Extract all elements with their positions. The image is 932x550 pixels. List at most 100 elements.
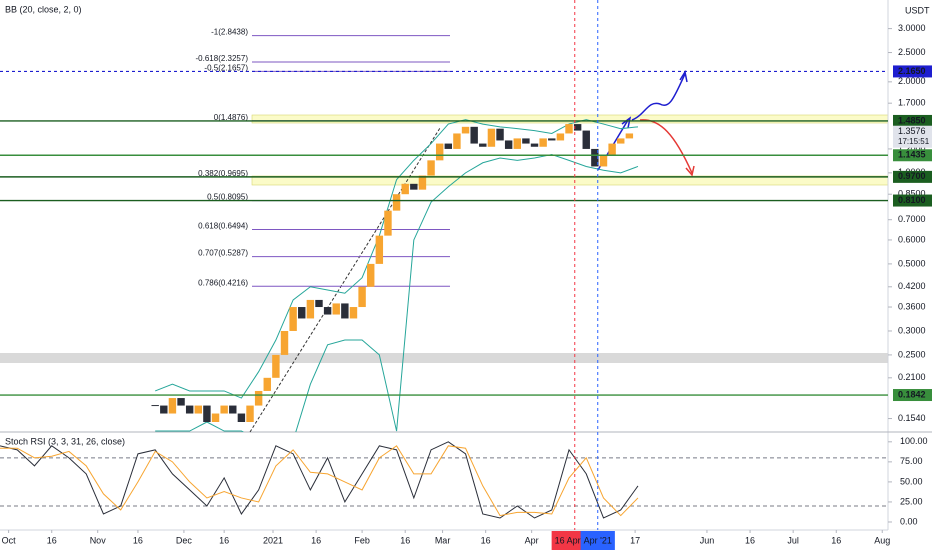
candle: [246, 405, 254, 422]
fib-label: 0.707(0.5287): [198, 249, 248, 258]
y-tick-label: 100.00: [900, 436, 928, 446]
candle: [229, 405, 237, 414]
y-tick-label: 0.3600: [898, 301, 926, 311]
y-tick-label: 2.5000: [898, 47, 926, 57]
candle: [220, 405, 228, 414]
x-tick-label: 16: [219, 535, 229, 545]
candle: [582, 130, 590, 149]
y-tick-label: 0.8500: [898, 189, 926, 199]
arrowhead: [621, 116, 632, 129]
candle: [185, 405, 194, 414]
current-price: 1.3576: [898, 126, 926, 136]
candle: [444, 143, 453, 149]
candle: [349, 307, 358, 319]
candle: [522, 138, 530, 144]
x-tick-label: 16: [400, 535, 410, 545]
fib-label: 0.382(0.9695): [198, 169, 248, 178]
y-tick-label: 0.5000: [898, 258, 926, 268]
candle: [298, 307, 306, 319]
candle: [435, 143, 444, 161]
fib-label: -0.5(2.1657): [204, 64, 248, 73]
price-level-box: [893, 170, 932, 183]
candle: [453, 133, 461, 149]
candle: [272, 354, 280, 378]
x-tick-label: Jul: [787, 535, 799, 545]
y-tick-label: 50.00: [900, 476, 923, 486]
x-tick-label: Oct: [2, 535, 17, 545]
y-tick-label: 2.0000: [898, 76, 926, 86]
candle: [384, 210, 392, 236]
candle: [280, 330, 289, 355]
candle: [211, 413, 220, 422]
candle: [401, 183, 409, 195]
x-tick-label: 16: [481, 535, 491, 545]
fib-label: 0.618(0.6494): [198, 222, 248, 231]
candle: [237, 413, 246, 422]
y-tick-label: 0.00: [900, 516, 918, 526]
price-level-label: 0.1842: [898, 389, 926, 399]
price-level-box: [893, 389, 932, 402]
y-tick-label: 0.3000: [898, 325, 926, 335]
x-tick-label: Apr: [525, 535, 539, 545]
candle: [470, 126, 478, 144]
candle: [530, 143, 539, 147]
candle: [504, 140, 513, 149]
candle: [461, 126, 470, 134]
candle: [573, 124, 582, 131]
fib-label: 0.786(0.4216): [198, 278, 248, 287]
x-tick-label: 16: [831, 535, 841, 545]
indicator-title: BB (20, close, 2, 0): [5, 4, 82, 14]
candle: [332, 303, 340, 315]
y-tick-label: 1.7000: [898, 98, 926, 108]
candle: [168, 398, 177, 414]
fib-label: 0.5(0.8095): [207, 193, 248, 202]
arrow-bearish: [639, 119, 693, 174]
candle: [315, 299, 323, 308]
candle: [496, 128, 504, 141]
price-level-box: [893, 149, 932, 162]
price-level-box: [893, 194, 932, 207]
candle: [418, 175, 427, 190]
x-tick-label: 16: [47, 535, 57, 545]
y-tick-label: 1.2000: [898, 143, 926, 153]
candle: [556, 133, 565, 141]
fib-label: -1(2.8438): [211, 28, 248, 37]
candle: [306, 299, 315, 319]
fib-label: -0.618(2.3257): [196, 54, 249, 63]
arrow-bullish: [631, 73, 686, 121]
candle: [367, 263, 375, 287]
candle: [358, 286, 366, 308]
price-level-label: 1.4850: [898, 115, 926, 125]
x-tick-label: Feb: [354, 535, 370, 545]
candle: [625, 133, 634, 139]
countdown: 17:15:51: [898, 137, 930, 146]
price-level-label: 0.9700: [898, 171, 926, 181]
candle: [513, 138, 521, 149]
candle: [194, 405, 203, 414]
candle: [203, 405, 211, 422]
grey-zone: [0, 353, 888, 363]
candle: [263, 377, 271, 391]
current-price-box: [893, 125, 932, 148]
fib-label: 0(1.4876): [214, 113, 249, 122]
candle: [392, 194, 401, 211]
y-tick-label: 0.2100: [898, 372, 926, 382]
x-tick-label: Aug: [874, 535, 890, 545]
candle: [254, 390, 263, 406]
x-tick-label: 2021: [263, 535, 283, 545]
price-level-box: [893, 114, 932, 127]
y-tick-label: 0.1540: [898, 413, 926, 423]
y-tick-label: 75.00: [900, 456, 923, 466]
resistance-zone: [251, 114, 889, 124]
currency: USDT: [905, 5, 930, 15]
candle: [160, 405, 168, 414]
marker-label-box: [580, 531, 615, 550]
y-tick-label: 0.4200: [898, 281, 926, 291]
rsi-line: [0, 445, 639, 517]
candle: [617, 138, 625, 144]
candle: [375, 235, 384, 264]
price-level-label: 2.1650: [898, 66, 926, 76]
x-tick-label: Jun: [700, 535, 715, 545]
